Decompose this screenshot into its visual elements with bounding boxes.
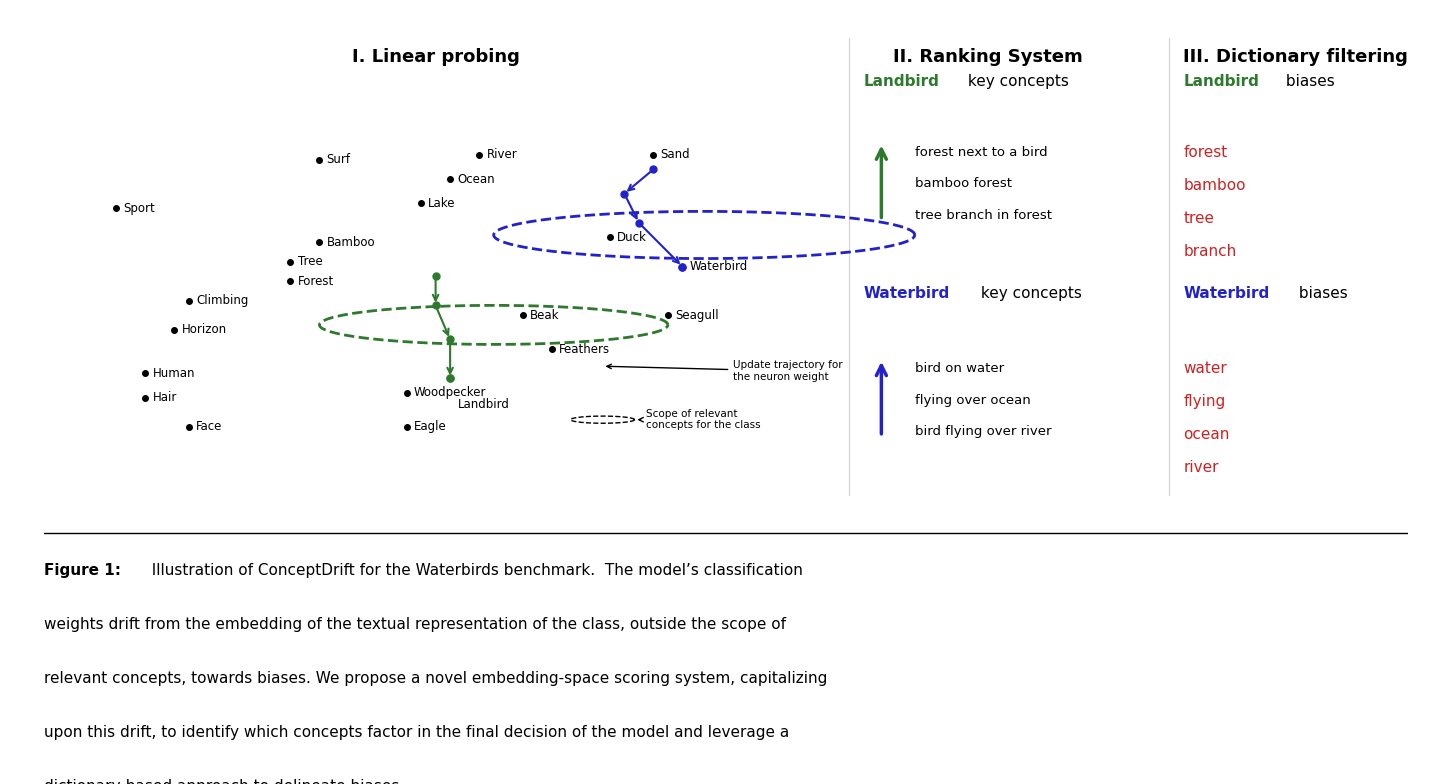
Text: Hair: Hair xyxy=(152,391,177,405)
Text: water: water xyxy=(1183,361,1227,376)
Text: biases: biases xyxy=(1294,286,1347,301)
Text: tree: tree xyxy=(1183,211,1214,226)
Text: Waterbird: Waterbird xyxy=(690,260,748,273)
Text: Landbird: Landbird xyxy=(1183,74,1259,89)
Text: forest next to a bird: forest next to a bird xyxy=(915,146,1047,159)
Text: relevant concepts, towards biases. We propose a novel embedding-space scoring sy: relevant concepts, towards biases. We pr… xyxy=(44,671,828,686)
Text: Surf: Surf xyxy=(327,153,351,166)
Text: forest: forest xyxy=(1183,145,1227,160)
Text: II. Ranking System: II. Ranking System xyxy=(893,48,1083,66)
Text: weights drift from the embedding of the textual representation of the class, out: weights drift from the embedding of the … xyxy=(44,617,786,632)
Text: bamboo forest: bamboo forest xyxy=(915,177,1012,191)
Text: Waterbird: Waterbird xyxy=(1183,286,1269,301)
Text: I. Linear probing: I. Linear probing xyxy=(351,48,520,66)
Text: Climbing: Climbing xyxy=(196,294,248,307)
Text: Seagull: Seagull xyxy=(675,309,719,321)
Text: Update trajectory for
the neuron weight: Update trajectory for the neuron weight xyxy=(607,361,842,382)
Text: Landbird: Landbird xyxy=(457,397,510,411)
Text: River: River xyxy=(486,148,517,162)
Text: flying: flying xyxy=(1183,394,1225,409)
Text: Tree: Tree xyxy=(298,256,322,268)
Text: Forest: Forest xyxy=(298,274,334,288)
Text: Waterbird: Waterbird xyxy=(864,286,950,301)
Text: key concepts: key concepts xyxy=(963,74,1069,89)
Text: biases: biases xyxy=(1281,74,1334,89)
Text: ocean: ocean xyxy=(1183,427,1230,442)
Text: Human: Human xyxy=(152,367,195,380)
Text: Ocean: Ocean xyxy=(457,172,495,186)
Text: Lake: Lake xyxy=(428,197,456,210)
Text: Landbird: Landbird xyxy=(864,74,939,89)
Text: river: river xyxy=(1183,460,1218,475)
Text: Duck: Duck xyxy=(617,231,648,244)
Text: flying over ocean: flying over ocean xyxy=(915,394,1031,407)
Text: III. Dictionary filtering: III. Dictionary filtering xyxy=(1183,48,1408,66)
Text: bamboo: bamboo xyxy=(1183,178,1246,193)
Text: tree branch in forest: tree branch in forest xyxy=(915,209,1051,222)
Text: bird flying over river: bird flying over river xyxy=(915,426,1051,438)
Text: upon this drift, to identify which concepts factor in the final decision of the : upon this drift, to identify which conce… xyxy=(44,724,788,740)
Text: Face: Face xyxy=(196,420,222,434)
Text: Illustration of ConceptDrift for the Waterbirds benchmark.  The model’s classifi: Illustration of ConceptDrift for the Wat… xyxy=(142,563,803,578)
Text: Scope of relevant
concepts for the class: Scope of relevant concepts for the class xyxy=(639,409,761,430)
Text: Sand: Sand xyxy=(661,148,690,162)
Text: Beak: Beak xyxy=(530,309,559,321)
Text: Woodpecker: Woodpecker xyxy=(414,387,486,399)
Text: Figure 1:: Figure 1: xyxy=(44,563,121,578)
Text: Horizon: Horizon xyxy=(182,323,227,336)
Text: Eagle: Eagle xyxy=(414,420,447,434)
Text: Feathers: Feathers xyxy=(559,343,610,356)
Text: branch: branch xyxy=(1183,244,1237,259)
Text: key concepts: key concepts xyxy=(976,286,1082,301)
Text: Bamboo: Bamboo xyxy=(327,236,375,249)
Text: bird on water: bird on water xyxy=(915,362,1003,375)
Text: Sport: Sport xyxy=(123,201,155,215)
Text: dictionary-based approach to delineate biases.: dictionary-based approach to delineate b… xyxy=(44,779,404,784)
